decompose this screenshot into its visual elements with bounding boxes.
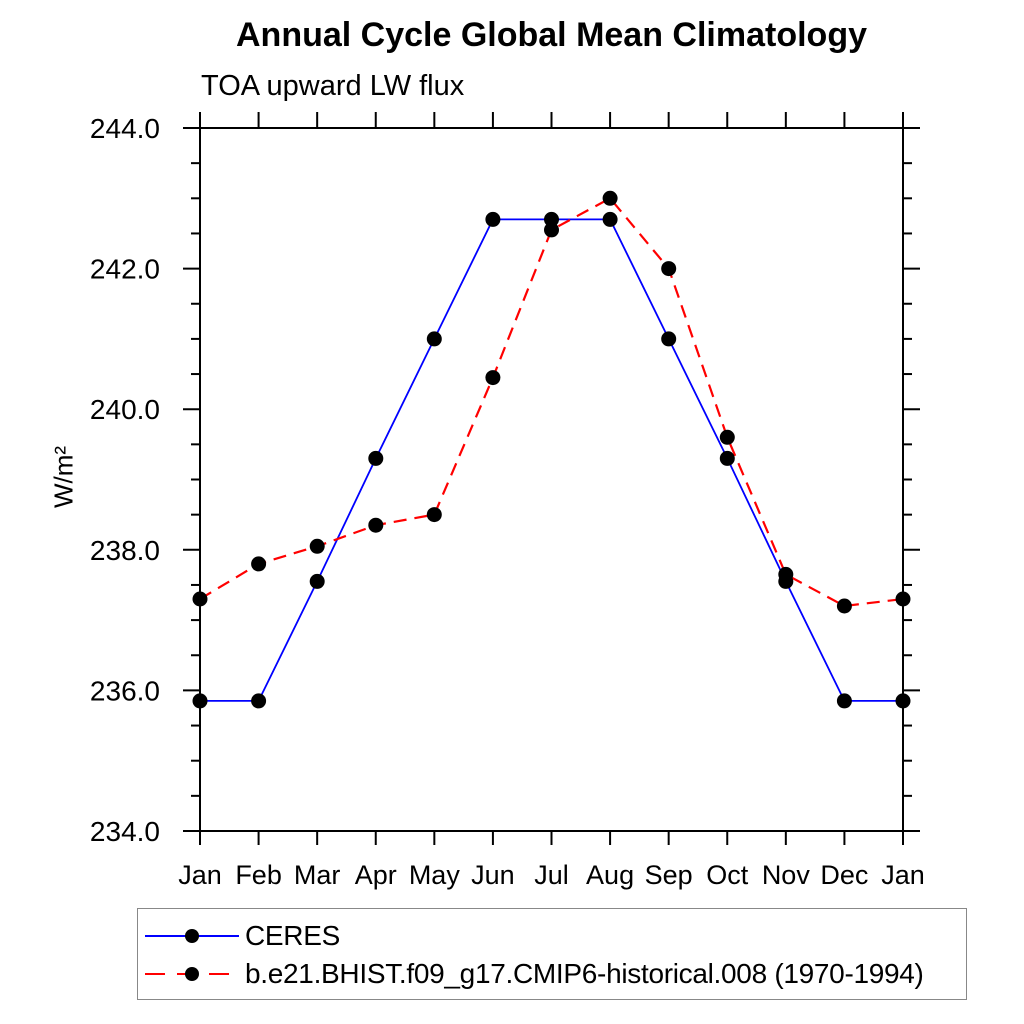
x-tick-label: Aug bbox=[586, 860, 634, 890]
legend-marker-dot bbox=[185, 929, 199, 943]
data-point-series-1 bbox=[895, 591, 911, 607]
y-tick-label: 236.0 bbox=[90, 675, 160, 706]
data-point-series-1 bbox=[485, 370, 501, 386]
data-point-series-0 bbox=[544, 211, 559, 227]
x-tick-label: Jan bbox=[881, 860, 925, 890]
data-point-series-1 bbox=[251, 556, 267, 572]
x-tick-label: Apr bbox=[355, 860, 397, 890]
data-point-series-1 bbox=[778, 566, 794, 582]
data-point-series-1 bbox=[602, 190, 618, 206]
y-tick-label: 238.0 bbox=[90, 535, 160, 566]
x-tick-label: Nov bbox=[762, 860, 811, 890]
y-tick-label: 234.0 bbox=[90, 816, 160, 847]
legend-marker-dot bbox=[185, 967, 199, 981]
data-point-series-1 bbox=[368, 517, 384, 533]
series-line-1 bbox=[199, 196, 904, 608]
x-tick-label: Jan bbox=[178, 860, 222, 890]
data-point-series-0 bbox=[426, 331, 442, 347]
data-point-series-0 bbox=[192, 693, 208, 709]
data-point-series-0 bbox=[309, 573, 325, 589]
legend-label-ceres: CERES bbox=[245, 920, 340, 951]
x-tick-label: Dec bbox=[820, 860, 868, 890]
legend: CERES b.e21.BHIST.f09_g17.CMIP6-historic… bbox=[137, 908, 967, 1000]
x-tick-label: Oct bbox=[706, 860, 749, 890]
data-point-series-0 bbox=[602, 211, 618, 227]
data-point-series-1 bbox=[661, 261, 677, 277]
plot-area: Jan Feb Mar Apr May Jun Jul Aug Sep Oct Nov Dec Jan 2… bbox=[90, 112, 925, 890]
data-point-series-0 bbox=[368, 450, 384, 466]
series-line-0 bbox=[200, 218, 903, 702]
data-point-series-1 bbox=[836, 598, 852, 614]
y-tick-label: 244.0 bbox=[90, 113, 160, 144]
x-tick-label: Jul bbox=[534, 860, 569, 890]
data-point-series-0 bbox=[719, 450, 735, 466]
data-point-series-1 bbox=[192, 591, 208, 607]
chart-title: Annual Cycle Global Mean Climatology bbox=[236, 16, 867, 54]
x-tick-label: Sep bbox=[645, 860, 693, 890]
data-point-series-1 bbox=[309, 538, 325, 554]
data-point-series-1 bbox=[426, 507, 442, 523]
data-point-series-0 bbox=[836, 693, 852, 709]
x-tick-label: Mar bbox=[294, 860, 341, 890]
data-point-series-0 bbox=[895, 693, 911, 709]
legend-label-model: b.e21.BHIST.f09_g17.CMIP6-historical.008… bbox=[245, 958, 924, 989]
x-tick-label: Feb bbox=[235, 860, 282, 890]
x-tick-label: May bbox=[409, 860, 461, 890]
legend-item-model: b.e21.BHIST.f09_g17.CMIP6-historical.008… bbox=[138, 955, 966, 993]
legend-sample-model-line bbox=[145, 967, 239, 981]
legend-sample-ceres-line bbox=[145, 929, 239, 943]
chart-subtitle: TOA upward LW flux bbox=[201, 70, 465, 102]
data-point-series-1 bbox=[544, 222, 559, 238]
data-point-series-0 bbox=[661, 331, 677, 347]
data-point-series-1 bbox=[719, 429, 735, 445]
data-point-series-0 bbox=[251, 693, 267, 709]
x-tick-label: Jun bbox=[471, 860, 515, 890]
legend-item-ceres: CERES bbox=[138, 917, 966, 955]
data-point-series-0 bbox=[485, 211, 501, 227]
y-tick-label: 240.0 bbox=[90, 394, 160, 425]
y-tick-label: 242.0 bbox=[90, 254, 160, 285]
